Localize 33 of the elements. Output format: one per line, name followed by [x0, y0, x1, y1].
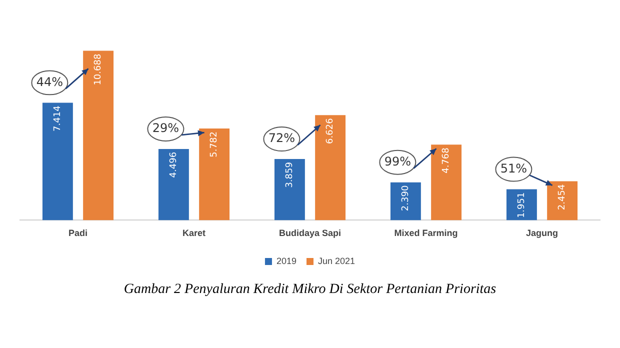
- data-label: 4.768: [442, 147, 452, 174]
- bar: [199, 128, 230, 220]
- data-label: 2.390: [401, 185, 412, 212]
- bar: [42, 102, 73, 220]
- bar: [506, 189, 537, 220]
- data-label: 4.496: [169, 152, 180, 178]
- legend-label: 2019: [276, 256, 297, 266]
- bar: [390, 182, 421, 220]
- bar: [158, 148, 189, 220]
- bar: [547, 181, 578, 220]
- data-label: 2.454: [558, 184, 568, 210]
- annotation: 29%: [152, 121, 180, 136]
- data-label: 1.951: [517, 192, 528, 218]
- data-label: 7.414: [53, 105, 64, 132]
- data-label: 10.688: [94, 54, 104, 86]
- data-label: 5.782: [210, 132, 220, 158]
- annotation: 51%: [500, 161, 528, 176]
- bar: [315, 115, 346, 220]
- annotation: 44%: [36, 74, 64, 89]
- x-tick-label: Karet: [182, 228, 206, 238]
- annotation: 99%: [384, 154, 412, 168]
- x-tick-label: Mixed Farming: [394, 228, 458, 238]
- annotation: 72%: [268, 131, 296, 146]
- x-tick-label: Jagung: [526, 228, 558, 238]
- data-label: 3.859: [285, 162, 296, 188]
- x-tick-label: Padi: [68, 228, 88, 238]
- bar: [83, 50, 114, 220]
- data-label: 6.626: [326, 118, 336, 144]
- legend-label: Jun 2021: [318, 256, 356, 266]
- bar: [274, 159, 305, 220]
- bar: [431, 144, 462, 220]
- text: Gambar 2 Penyaluran Kredit Mikro Di Sektor Pertanian Prioritas: [122, 282, 498, 298]
- x-tick-label: Budidaya Sapi: [278, 228, 342, 238]
